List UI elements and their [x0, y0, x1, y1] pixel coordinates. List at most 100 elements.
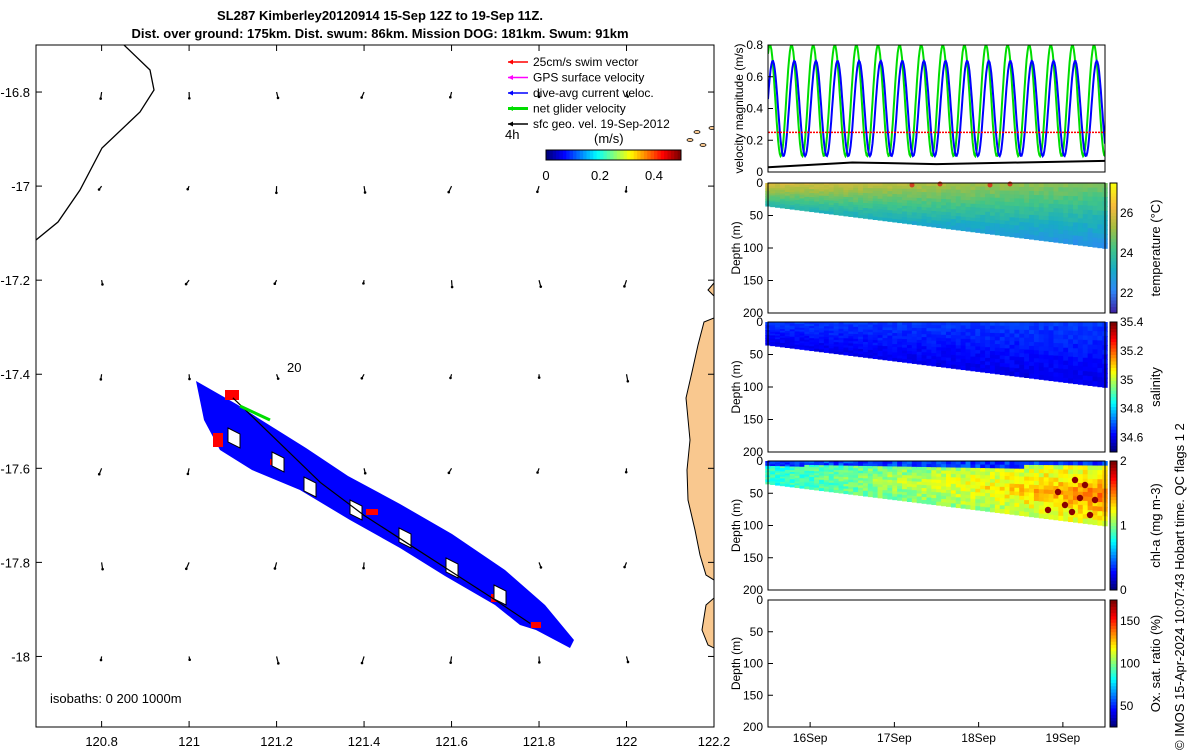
section-cell	[1048, 494, 1054, 499]
section-cell	[902, 336, 908, 340]
colorbar-segment	[1110, 231, 1117, 236]
section-cell	[789, 345, 796, 349]
section-cell	[775, 189, 781, 193]
section-cell	[1019, 183, 1025, 188]
section-cell	[833, 209, 840, 213]
section-cell	[897, 477, 903, 482]
section-cell	[902, 339, 908, 343]
sfc-velocity-arrowhead	[277, 662, 280, 665]
section-cell	[1072, 461, 1079, 467]
section-cell	[1063, 469, 1069, 475]
coastline	[36, 45, 155, 241]
section-cell	[989, 223, 996, 228]
section-cell	[794, 346, 801, 350]
section-cell	[897, 188, 903, 193]
section-cell	[985, 365, 991, 370]
y-tick-label: 100	[743, 519, 763, 533]
section-cell	[843, 481, 849, 485]
section-cell	[916, 333, 923, 338]
section-cell	[941, 502, 947, 507]
section-cell	[1053, 212, 1059, 218]
section-cell	[1092, 187, 1098, 193]
section-cell	[1097, 465, 1103, 471]
section-cell	[1082, 232, 1089, 238]
section-cell	[814, 191, 820, 195]
section-cell	[877, 183, 884, 187]
section-cell	[1063, 217, 1069, 223]
section-cell	[975, 329, 981, 334]
section-cell	[819, 187, 825, 191]
section-cell	[989, 486, 996, 491]
section-cell	[1063, 461, 1069, 467]
section-cell	[848, 348, 854, 352]
section-cell	[1053, 351, 1059, 357]
section-cell	[1082, 478, 1089, 484]
section-cell	[970, 210, 976, 215]
x-tick-label: 17Sep	[877, 731, 912, 745]
section-cell	[916, 493, 923, 498]
section-cell	[1053, 343, 1059, 349]
y-tick-label: 0.2	[746, 133, 763, 147]
section-cell	[955, 467, 962, 472]
colorbar-segment	[1110, 406, 1117, 411]
section-cell	[1082, 380, 1089, 386]
section-cell	[980, 485, 986, 490]
section-cell	[1087, 331, 1094, 337]
section-cell	[1082, 339, 1089, 346]
colorbar-segment	[1110, 218, 1117, 223]
legend-label: 25cm/s swim vector	[533, 55, 638, 69]
section-cell	[887, 341, 893, 345]
section-cell	[823, 210, 830, 214]
colorbar-tick-label: 35	[1120, 373, 1134, 387]
section-cell	[779, 322, 786, 325]
section-cell	[960, 355, 967, 360]
section-cell	[770, 194, 776, 198]
section-cell	[1082, 191, 1089, 198]
section-cell	[1068, 209, 1074, 215]
section-cell	[1068, 200, 1074, 206]
section-cell	[882, 322, 888, 326]
section-cell	[892, 199, 898, 204]
section-cell	[779, 323, 786, 327]
section-cell	[1053, 199, 1059, 205]
section-cell	[770, 328, 776, 332]
section-cell	[955, 216, 962, 221]
section-cell	[955, 355, 962, 360]
section-cell	[819, 477, 825, 481]
section-cell	[906, 498, 913, 502]
section-cell	[779, 193, 786, 197]
section-cell	[960, 481, 967, 486]
section-cell	[789, 197, 796, 201]
section-cell	[980, 506, 986, 512]
section-cell	[985, 471, 991, 477]
section-cell	[1024, 329, 1030, 335]
section-cell	[941, 208, 947, 213]
section-cell	[779, 467, 786, 471]
section-cell	[784, 473, 791, 477]
section-cell	[994, 358, 1001, 364]
section-cell	[1063, 486, 1069, 492]
section-cell	[838, 488, 844, 492]
map-frame	[35, 44, 715, 728]
section-cell	[882, 461, 888, 465]
colorbar-segment	[1110, 612, 1117, 617]
section-cell	[858, 185, 864, 189]
section-cell	[1009, 495, 1015, 500]
section-cell	[794, 464, 801, 468]
sfc-velocity-arrowhead	[363, 471, 367, 475]
section-cell	[853, 343, 859, 347]
section-cell	[921, 470, 927, 474]
section-cell	[887, 322, 893, 326]
section-cell	[872, 476, 879, 480]
section-cell	[1058, 351, 1064, 357]
section-cell	[1009, 464, 1015, 470]
section-cell	[1053, 237, 1059, 243]
section-cell	[970, 478, 976, 483]
section-cell	[877, 190, 884, 195]
section-cell	[1097, 515, 1103, 522]
sfc-velocity-arrowhead	[188, 96, 191, 100]
section-cell	[848, 213, 854, 217]
section-cell	[1087, 483, 1094, 489]
section-cell	[819, 473, 825, 477]
high-chl-point	[1081, 481, 1089, 489]
